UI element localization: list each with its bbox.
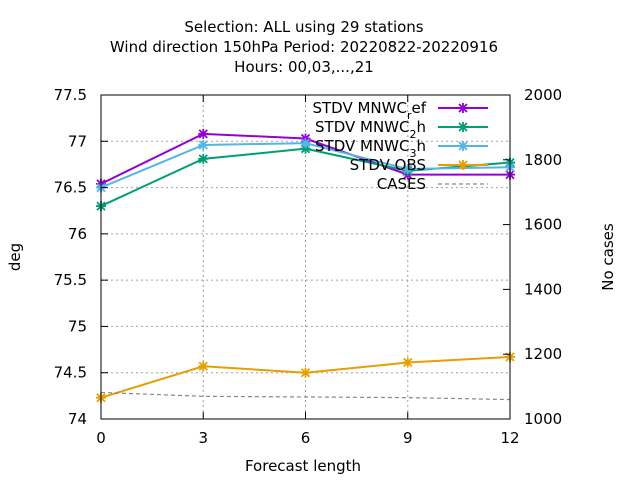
legend-label: CASES bbox=[377, 175, 426, 193]
y2-axis-label: No cases bbox=[599, 223, 617, 291]
x-tick-label: 0 bbox=[96, 429, 106, 447]
x-tick-label: 6 bbox=[301, 429, 311, 447]
y-tick-label: 74.5 bbox=[54, 364, 87, 382]
y-tick-label: 77.5 bbox=[54, 86, 87, 104]
y2-tick-label: 1200 bbox=[524, 345, 562, 363]
data-point bbox=[300, 367, 311, 378]
series-line-cases bbox=[100, 391, 511, 401]
legend-label: STDV MNWCref bbox=[312, 99, 426, 122]
legend-item: STDV MNWCref bbox=[312, 99, 488, 122]
x-tick-label: 3 bbox=[198, 429, 208, 447]
y-axis-ticks: 74 74.5 75 75.5 76 76.5 77 77.5 bbox=[54, 86, 108, 428]
chart-title: Selection: ALL using 29 stations Wind di… bbox=[110, 18, 498, 76]
y-tick-label: 75 bbox=[68, 317, 87, 335]
y2-tick-label: 1400 bbox=[524, 280, 562, 298]
y-axis-label: deg bbox=[6, 243, 24, 271]
legend-item: STDV OBS bbox=[350, 156, 488, 174]
legend-marker bbox=[458, 141, 468, 151]
data-point bbox=[198, 128, 209, 139]
y-tick-label: 76 bbox=[68, 225, 87, 243]
data-point bbox=[198, 361, 209, 372]
x-tick-label: 12 bbox=[500, 429, 519, 447]
legend-item: CASES bbox=[377, 175, 488, 193]
series-line-stdv-mnwc-2h bbox=[100, 147, 511, 207]
data-point bbox=[402, 164, 413, 175]
y-tick-label: 74 bbox=[68, 410, 87, 428]
chart-title-line-2: Wind direction 150hPa Period: 20220822-2… bbox=[110, 38, 498, 56]
chart-title-line-1: Selection: ALL using 29 stations bbox=[184, 18, 423, 36]
legend-item: STDV MNWC2h bbox=[315, 118, 488, 141]
legend-marker bbox=[458, 103, 468, 113]
data-point bbox=[402, 357, 413, 368]
x-axis-label: Forecast length bbox=[245, 457, 361, 475]
legend-marker bbox=[458, 160, 468, 170]
y-tick-label: 76.5 bbox=[54, 179, 87, 197]
data-point bbox=[198, 139, 209, 150]
y2-tick-label: 1800 bbox=[524, 151, 562, 169]
chart-title-line-3: Hours: 00,03,...,21 bbox=[234, 58, 374, 76]
series-cases bbox=[100, 391, 511, 401]
y2-axis-ticks: 1000 1200 1400 1600 1800 2000 bbox=[503, 86, 562, 428]
legend-item: STDV MNWC3h bbox=[315, 137, 488, 160]
x-tick-label: 9 bbox=[403, 429, 413, 447]
data-point bbox=[300, 143, 311, 154]
y2-tick-label: 1000 bbox=[524, 410, 562, 428]
data-point bbox=[300, 138, 311, 149]
legend-label: STDV MNWC3h bbox=[315, 137, 426, 160]
y-tick-label: 75.5 bbox=[54, 271, 87, 289]
legend-label: STDV MNWC2h bbox=[315, 118, 426, 141]
y-tick-label: 77 bbox=[68, 132, 87, 150]
y2-tick-label: 1600 bbox=[524, 216, 562, 234]
data-point bbox=[198, 153, 209, 164]
y2-tick-label: 2000 bbox=[524, 86, 562, 104]
legend-marker bbox=[458, 122, 468, 132]
legend-label: STDV OBS bbox=[350, 156, 426, 174]
x-axis-ticks: 0 3 6 9 12 bbox=[96, 95, 520, 447]
